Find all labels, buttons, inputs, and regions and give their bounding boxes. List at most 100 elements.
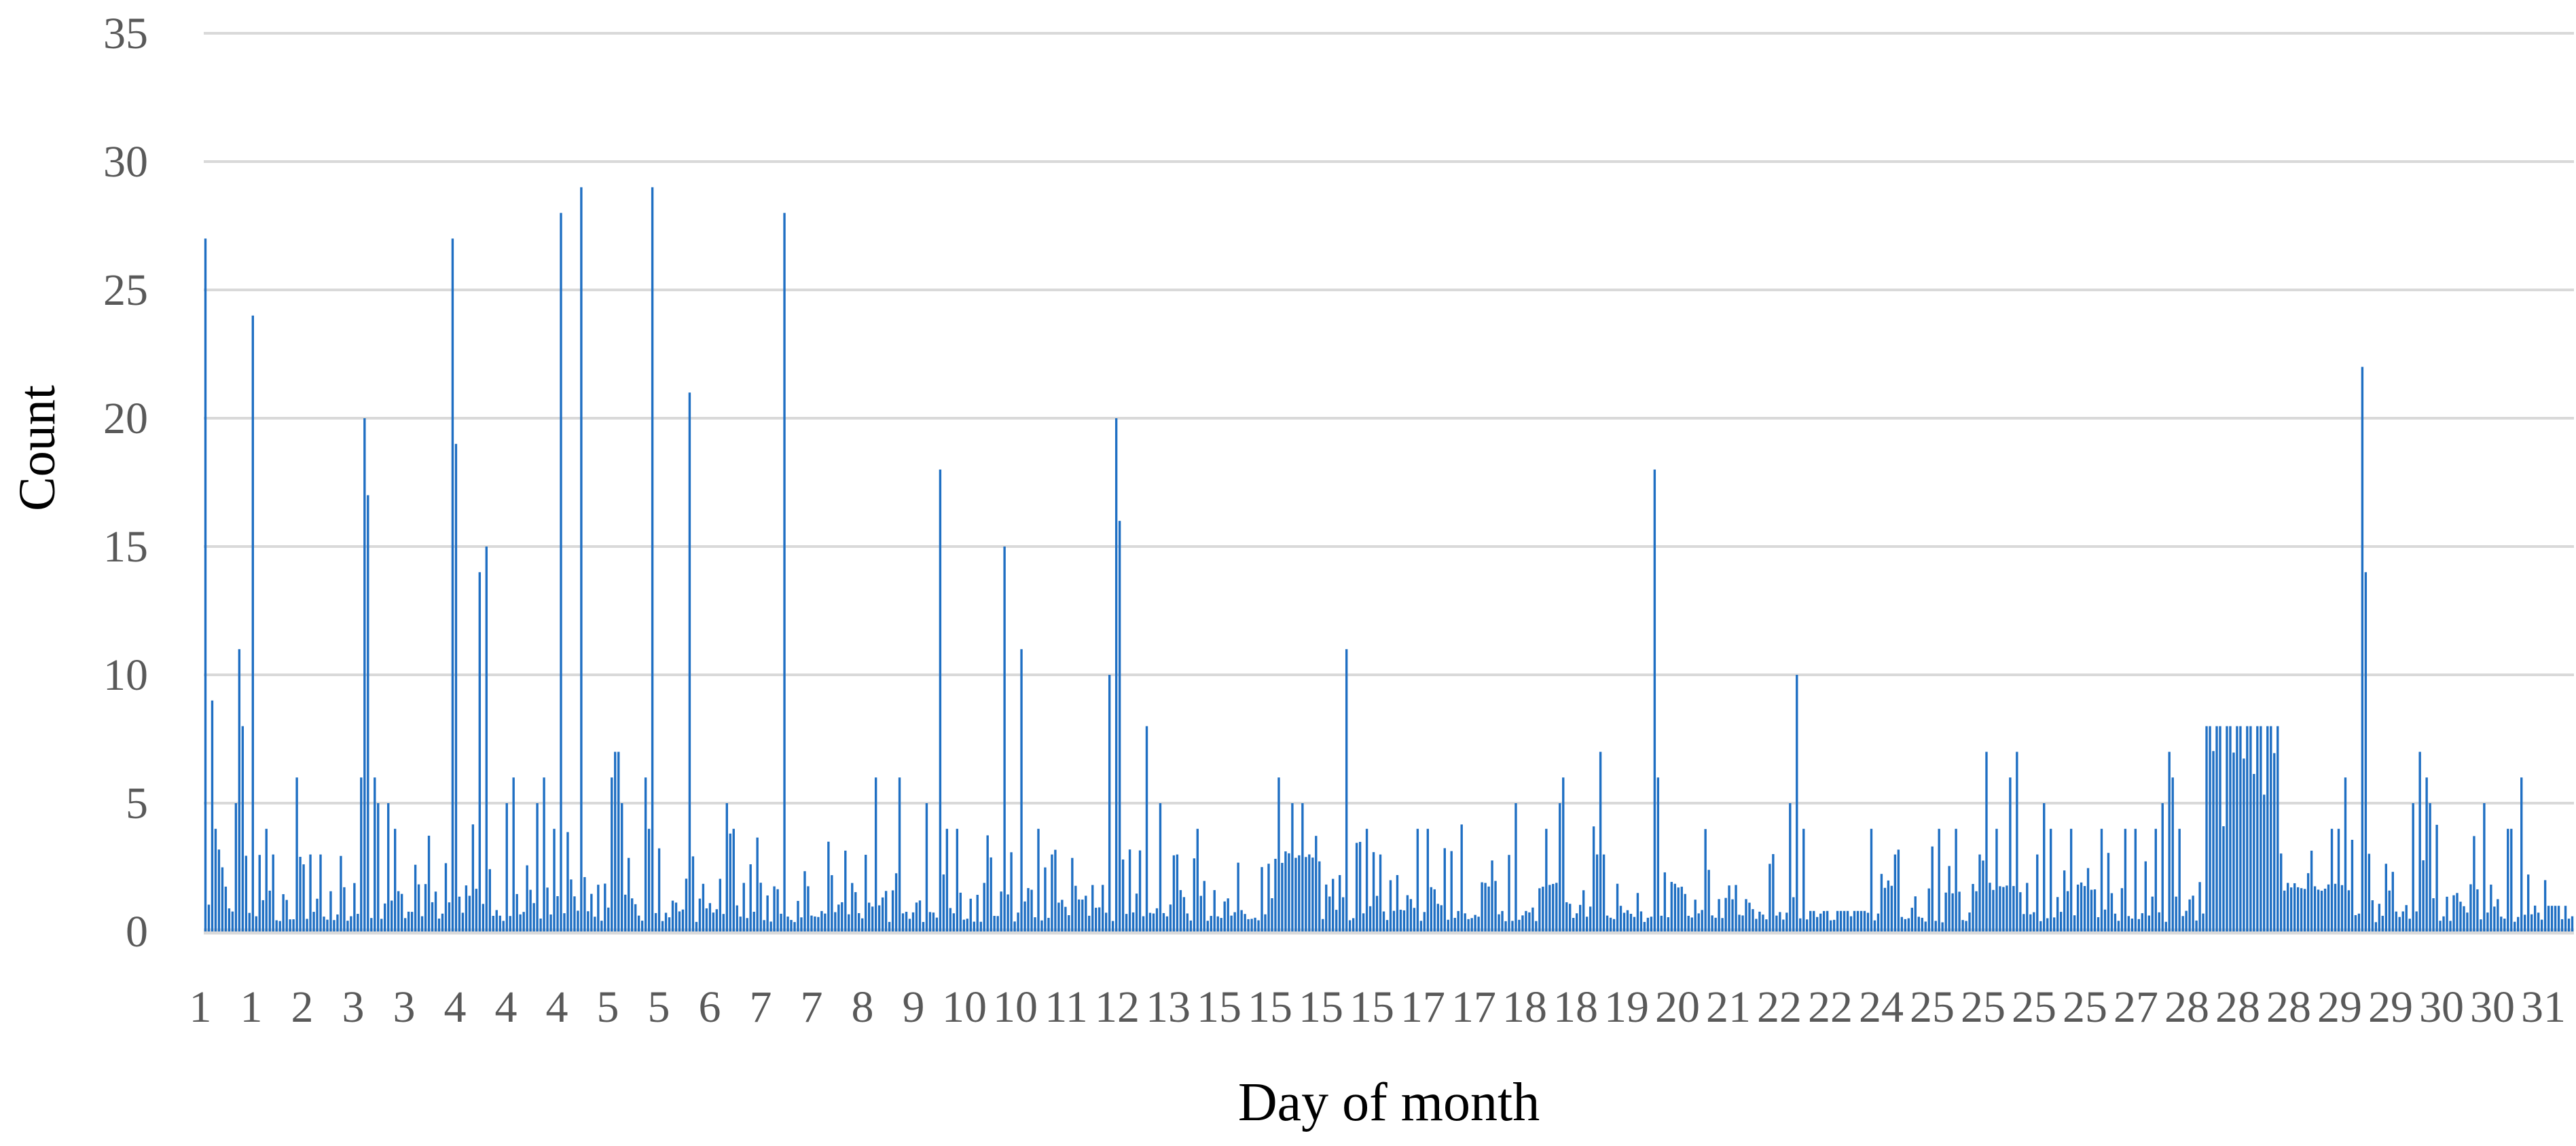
bar (1680, 887, 1683, 931)
bar (1948, 866, 1951, 931)
bar (397, 891, 400, 931)
bar (1782, 919, 1785, 931)
bar (1318, 861, 1321, 931)
bar (391, 900, 393, 931)
bar (2442, 916, 2445, 931)
bar (1474, 914, 1476, 931)
x-tick-label: 3 (342, 982, 365, 1032)
bar (1518, 919, 1521, 931)
bar (2175, 896, 2177, 931)
bar (1003, 547, 1006, 931)
bar (1765, 919, 1768, 931)
bar (786, 917, 789, 931)
bar (949, 908, 952, 931)
bar (217, 849, 221, 931)
bar (1697, 913, 1700, 931)
bar (1995, 828, 1998, 931)
bar (1288, 853, 1290, 931)
bar (577, 910, 579, 931)
bar (1199, 895, 1202, 931)
bar (2323, 888, 2327, 931)
bar (2550, 906, 2554, 931)
bar (1426, 828, 1430, 931)
bar (1138, 850, 1142, 931)
bar (543, 777, 545, 931)
bar (945, 828, 949, 931)
bar (346, 921, 349, 931)
bar (221, 867, 224, 931)
bar (874, 777, 877, 931)
bar (1663, 872, 1667, 931)
bar (1531, 907, 1534, 931)
bar (2497, 899, 2499, 931)
y-tick-label: 0 (126, 907, 148, 957)
x-tick-label: 15 (1197, 982, 1241, 1032)
bar (2564, 906, 2567, 931)
bar (905, 912, 908, 931)
bar (1193, 858, 1196, 931)
bar (1728, 885, 1730, 931)
bar (2093, 889, 2097, 931)
bar (1267, 864, 1270, 931)
bar (935, 917, 939, 931)
bar (1599, 752, 1602, 931)
bar (1260, 867, 1263, 931)
bar (708, 903, 712, 931)
bar (2303, 889, 2306, 931)
bar (1399, 910, 1402, 931)
x-tick-label: 17 (1400, 982, 1445, 1032)
bar (1667, 917, 1670, 931)
bar (668, 917, 671, 931)
bar (681, 909, 685, 931)
bar (1687, 915, 1690, 931)
bar (797, 900, 799, 931)
bar (1589, 906, 1592, 931)
bar (2127, 916, 2130, 931)
y-tick-label: 15 (103, 522, 148, 572)
bar (1542, 887, 1544, 931)
bar (1416, 828, 1419, 931)
bar (498, 915, 501, 931)
bar (258, 855, 261, 931)
bar (1294, 857, 1297, 931)
bar (2540, 919, 2543, 931)
bar (2378, 904, 2381, 931)
bar (698, 898, 702, 931)
bar (1450, 851, 1453, 931)
bar (773, 886, 776, 931)
bar (1223, 901, 1226, 931)
bar (468, 895, 471, 931)
bar (2019, 892, 2022, 931)
bar (1233, 912, 1236, 931)
bar (2547, 906, 2550, 931)
bar (911, 912, 915, 931)
bar (2097, 917, 2100, 931)
x-tick-label: 31 (2521, 982, 2566, 1032)
bar (2395, 911, 2397, 931)
bar (891, 890, 894, 931)
bar (2181, 916, 2184, 931)
bar (1179, 890, 1182, 931)
bar (444, 863, 448, 931)
bar (1335, 910, 1338, 931)
bar (340, 855, 342, 931)
bar (1396, 874, 1399, 931)
bar (289, 919, 291, 931)
bar (590, 893, 593, 931)
bar (803, 871, 806, 931)
bar (2449, 921, 2452, 931)
bar (465, 885, 468, 931)
bar (939, 469, 942, 931)
bar (2327, 884, 2330, 931)
bar (1484, 883, 1487, 931)
bar (2347, 890, 2351, 931)
bar (1924, 921, 1927, 931)
bar (363, 418, 366, 931)
bar (1152, 913, 1155, 931)
bar (505, 803, 508, 931)
bar (1368, 906, 1372, 931)
bar (1379, 854, 1382, 931)
bar (1203, 881, 1205, 931)
bar (1521, 915, 1524, 931)
